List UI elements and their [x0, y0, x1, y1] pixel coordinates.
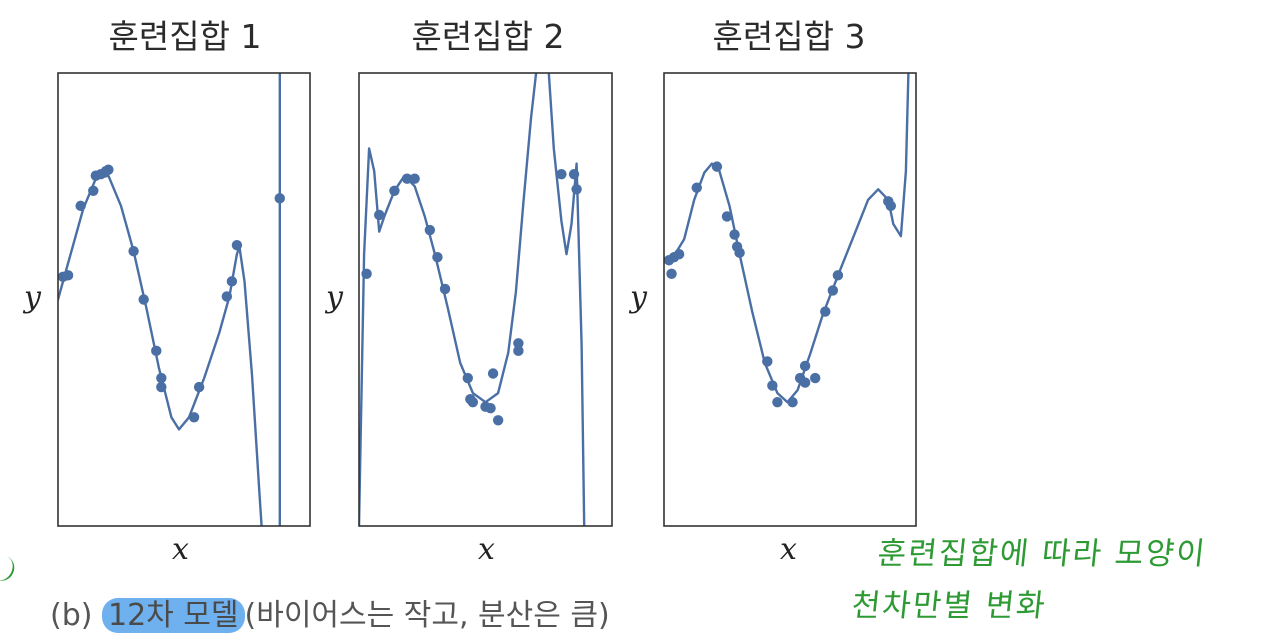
- data-point: [571, 184, 582, 195]
- data-point: [513, 345, 524, 357]
- data-point: [231, 239, 243, 251]
- data-point: [721, 211, 733, 222]
- data-point: [487, 368, 499, 379]
- data-point: [556, 168, 567, 180]
- data-point: [401, 173, 413, 184]
- x-axis-label-2: x: [478, 532, 495, 567]
- data-point: [75, 200, 86, 212]
- data-point: [62, 270, 74, 281]
- data-point: [731, 241, 743, 252]
- fitted-curve-3: [664, 73, 910, 404]
- data-point: [772, 396, 783, 408]
- chart-title-2: 훈련집합 2: [411, 17, 565, 56]
- data-point: [467, 396, 479, 408]
- y-axis-label-3: y: [630, 280, 647, 315]
- data-point: [439, 283, 451, 295]
- plot-area-3: [664, 73, 910, 408]
- plot-frame-3: [663, 72, 917, 527]
- data-point: [832, 270, 844, 281]
- data-point: [138, 294, 149, 305]
- plot-area-1: [58, 73, 285, 526]
- data-point: [188, 412, 200, 423]
- data-point: [762, 356, 773, 367]
- plot-frame-2: [358, 72, 613, 527]
- data-point: [568, 168, 580, 180]
- data-point: [193, 381, 205, 393]
- data-point: [691, 182, 702, 193]
- data-point: [787, 396, 798, 408]
- data-point: [151, 345, 162, 357]
- data-point: [156, 381, 167, 393]
- chart-title-3: 훈련집합 3: [712, 17, 866, 56]
- caption-prefix: (b): [50, 598, 102, 633]
- data-point: [88, 185, 99, 196]
- data-point: [221, 291, 233, 302]
- data-point: [666, 268, 677, 280]
- data-point: [729, 229, 740, 240]
- handwritten-note-line1: 훈련집합에 따라 모양이: [875, 536, 1209, 572]
- data-point: [374, 209, 385, 221]
- data-point: [432, 252, 443, 263]
- data-point: [361, 268, 372, 280]
- y-axis-label-2: y: [326, 280, 343, 315]
- data-point: [827, 285, 839, 296]
- fitted-curve-2: [359, 73, 538, 526]
- data-point: [767, 380, 778, 391]
- x-axis-label-3: x: [780, 532, 797, 567]
- data-point: [485, 403, 496, 414]
- caption-rest: (바이어스는 작고, 분산은 큼): [244, 598, 610, 633]
- fitted-curve-2-b: [547, 73, 586, 526]
- data-point: [492, 415, 504, 426]
- chart-title-1: 훈련집합 1: [108, 17, 262, 56]
- data-point: [711, 161, 723, 172]
- data-point: [389, 185, 400, 196]
- fitted-curve-1: [58, 174, 263, 526]
- caption-highlight: 12차 모델: [102, 598, 245, 633]
- x-axis-label-1: x: [172, 532, 189, 567]
- plot-frame-1: [57, 72, 311, 527]
- data-point: [226, 276, 238, 287]
- data-point: [128, 245, 139, 257]
- data-point: [462, 372, 473, 384]
- data-point: [820, 306, 831, 317]
- data-point: [156, 372, 167, 384]
- data-point: [799, 377, 811, 388]
- data-point: [103, 164, 114, 175]
- data-point: [513, 338, 524, 349]
- data-point: [885, 200, 896, 212]
- y-axis-label-1: y: [24, 280, 41, 315]
- figure-caption: (b) 12차 모델 (바이어스는 작고, 분산은 큼): [50, 590, 610, 634]
- data-point: [424, 224, 436, 236]
- data-point: [673, 249, 685, 260]
- data-point: [799, 360, 811, 372]
- handwritten-note-line2: 천차만별 변화: [849, 588, 1049, 624]
- data-point: [274, 193, 285, 204]
- data-point: [810, 372, 821, 384]
- plot-area-2: [359, 73, 586, 526]
- data-point: [409, 173, 420, 184]
